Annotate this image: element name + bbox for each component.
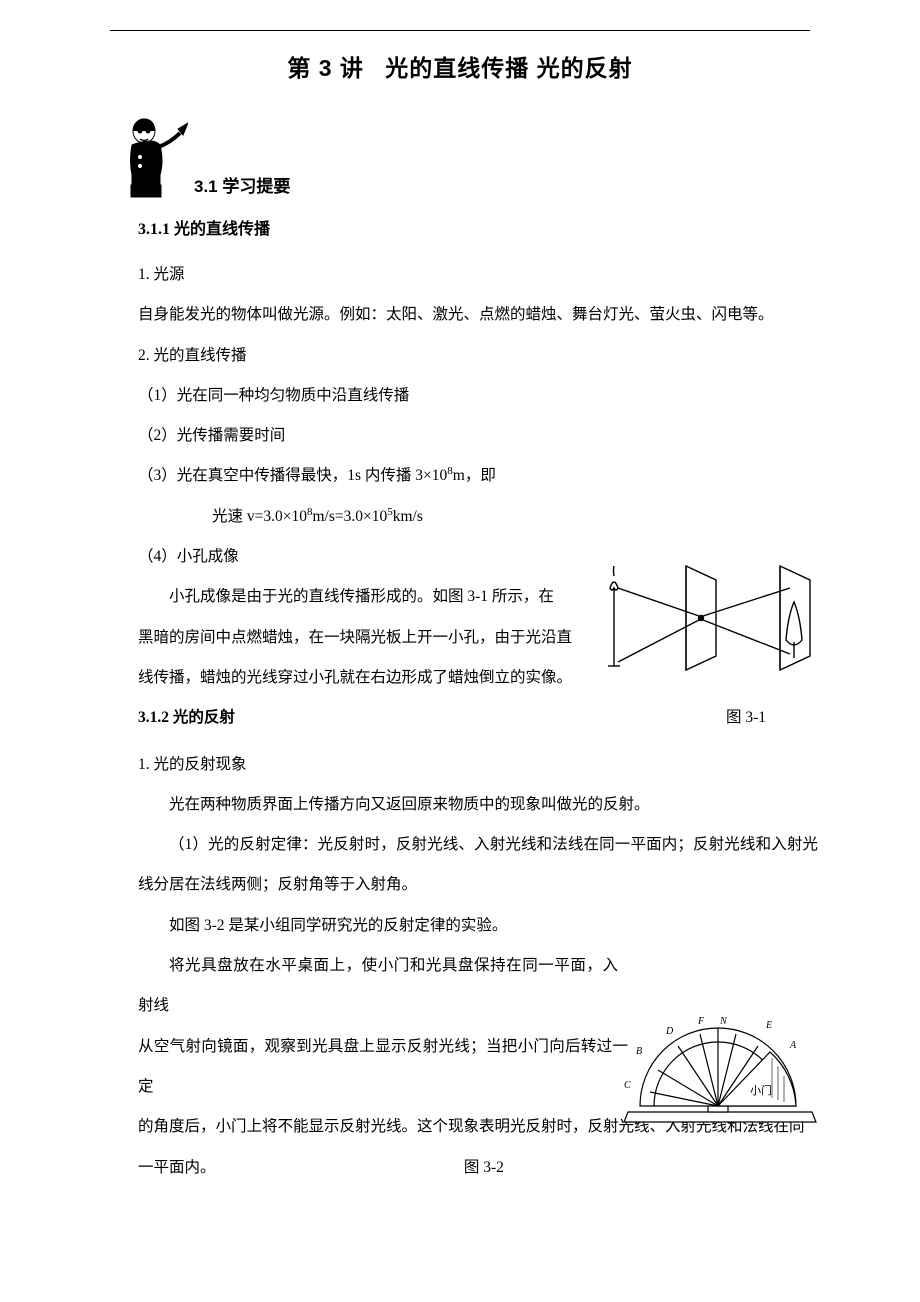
- section-title: 学习提要: [222, 177, 290, 196]
- point-2: （2）光传播需要时间: [138, 416, 810, 456]
- section-header-row: 3.1 学习提要: [110, 113, 810, 199]
- label-A: A: [789, 1040, 797, 1051]
- figure-3-1-caption: 图 3-1: [726, 698, 766, 738]
- point-1: （1）光在同一种均匀物质中沿直线传播: [138, 376, 810, 416]
- label-B: B: [636, 1046, 642, 1057]
- item-1-label: 1. 光源: [138, 255, 810, 295]
- light-speed-formula: 光速 v=3.0×108m/s=3.0×105km/s: [212, 497, 810, 537]
- lecture-number: 第 3 讲: [287, 55, 364, 81]
- formula-p3: km/s: [393, 508, 423, 525]
- pt3-prefix: （3）光在真空中传播得最快，1s 内传播 3×10: [138, 467, 447, 484]
- exp-intro: 如图 3-2 是某小组同学研究光的反射定律的实验。: [138, 906, 810, 946]
- reflection-item-1-label: 1. 光的反射现象: [138, 745, 810, 785]
- item-1-body: 自身能发光的物体叫做光源。例如：太阳、激光、点燃的蜡烛、舞台灯光、萤火虫、闪电等…: [138, 295, 810, 335]
- figure-protractor: F N E D A B C 小门: [620, 1014, 820, 1132]
- heading-312: 3.1.2 光的反射: [138, 698, 235, 738]
- formula-p2: m/s=3.0×10: [312, 508, 387, 525]
- exp-body-1: 将光具盘放在水平桌面上，使小门和光具盘保持在同一平面，入射线: [138, 946, 618, 1027]
- formula-p1: 光速 v=3.0×10: [212, 508, 307, 525]
- pt4-body-1: 小孔成像是由于光的直线传播形成的。如图 3-1 所示，在: [138, 577, 598, 617]
- section-label: 3.1 学习提要: [194, 172, 290, 197]
- label-E: E: [765, 1020, 772, 1031]
- lecture-name: 光的直线传播 光的反射: [385, 55, 632, 81]
- exp-body-4-row: 一平面内。 图 3-2: [138, 1148, 810, 1188]
- label-F: F: [697, 1016, 705, 1027]
- pt3-suffix: m，即: [453, 467, 496, 484]
- exp-body-4-left: 一平面内。: [138, 1148, 460, 1188]
- figure-3-2-caption: 图 3-2: [464, 1148, 504, 1188]
- item-2-label: 2. 光的直线传播: [138, 336, 810, 376]
- label-N: N: [719, 1016, 728, 1027]
- mascot-icon: [110, 113, 188, 199]
- heading-311: 3.1.1 光的直线传播: [138, 215, 810, 239]
- heading-312-row: 3.1.2 光的反射 图 3-1: [138, 698, 810, 738]
- page: 第 3 讲 光的直线传播 光的反射 3.1 学习提要 3: [0, 0, 920, 1302]
- reflection-item-1-body: 光在两种物质界面上传播方向又返回原来物质中的现象叫做光的反射。: [138, 785, 810, 825]
- lecture-title: 第 3 讲 光的直线传播 光的反射: [110, 49, 810, 83]
- label-door: 小门: [750, 1083, 772, 1097]
- reflection-law: （1）光的反射定律：光反射时，反射光线、入射光线和法线在同一平面内；反射光线和入…: [138, 825, 818, 906]
- point-3: （3）光在真空中传播得最快，1s 内传播 3×108m，即: [138, 456, 810, 496]
- exp-body-2: 从空气射向镜面，观察到光具盘上显示反射光线；当把小门向后转过一定: [138, 1027, 628, 1108]
- figure-pinhole: [604, 558, 814, 678]
- section-number: 3.1: [194, 177, 218, 196]
- top-rule: [110, 30, 810, 31]
- label-D: D: [665, 1026, 674, 1037]
- label-C: C: [624, 1080, 631, 1091]
